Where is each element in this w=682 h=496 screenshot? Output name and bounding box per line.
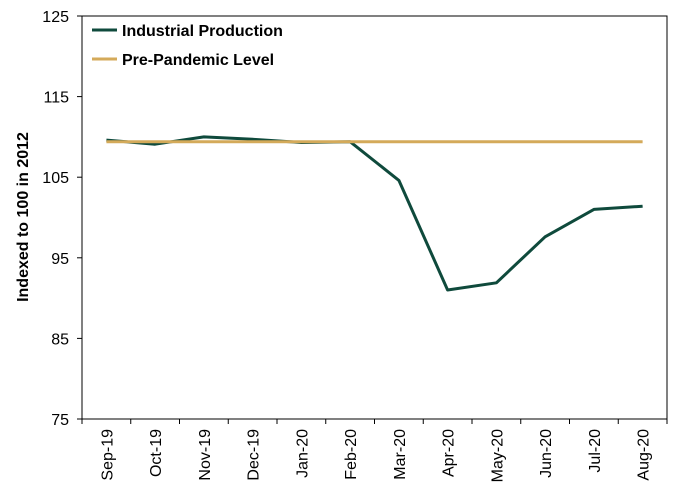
x-tick-label: Aug-20 xyxy=(636,429,653,481)
y-axis-label: Indexed to 100 in 2012 xyxy=(15,132,32,302)
x-axis: Sep-19 Oct-19 Nov-19 Dec-19 Jan-20 Feb-20 Mar-… xyxy=(81,419,668,482)
plot-frame xyxy=(81,15,668,420)
y-tick-label: 125 xyxy=(42,9,69,26)
series-line-industrial-production xyxy=(106,135,643,292)
x-tick-label: Jan-20 xyxy=(294,429,311,478)
legend-label: Pre-Pandemic Level xyxy=(122,52,274,69)
y-tick-label: 75 xyxy=(51,412,69,429)
x-tick-label: Dec-19 xyxy=(246,429,263,481)
x-tick-label: Apr-20 xyxy=(441,429,458,477)
x-tick-label: Jun-20 xyxy=(538,429,555,478)
y-tick-label: 105 xyxy=(42,170,69,187)
x-tick-label: Oct-19 xyxy=(148,429,165,477)
x-tick-label: Nov-19 xyxy=(197,429,214,481)
series-layer xyxy=(106,135,643,292)
y-tick-label: 115 xyxy=(43,90,69,107)
x-tick-label: Jul-20 xyxy=(587,429,604,473)
x-tick-label: Mar-20 xyxy=(392,429,409,480)
x-tick-label: Feb-20 xyxy=(343,429,360,480)
x-tick-label: Sep-19 xyxy=(99,429,116,481)
y-tick-label: 95 xyxy=(51,251,69,268)
legend: Industrial Production Pre-Pandemic Level xyxy=(92,23,283,69)
y-tick-label: 85 xyxy=(51,331,69,348)
legend-label: Industrial Production xyxy=(122,23,283,40)
x-tick-label: May-20 xyxy=(489,429,506,482)
y-axis: 75 85 95 105 115 125 xyxy=(42,9,82,429)
